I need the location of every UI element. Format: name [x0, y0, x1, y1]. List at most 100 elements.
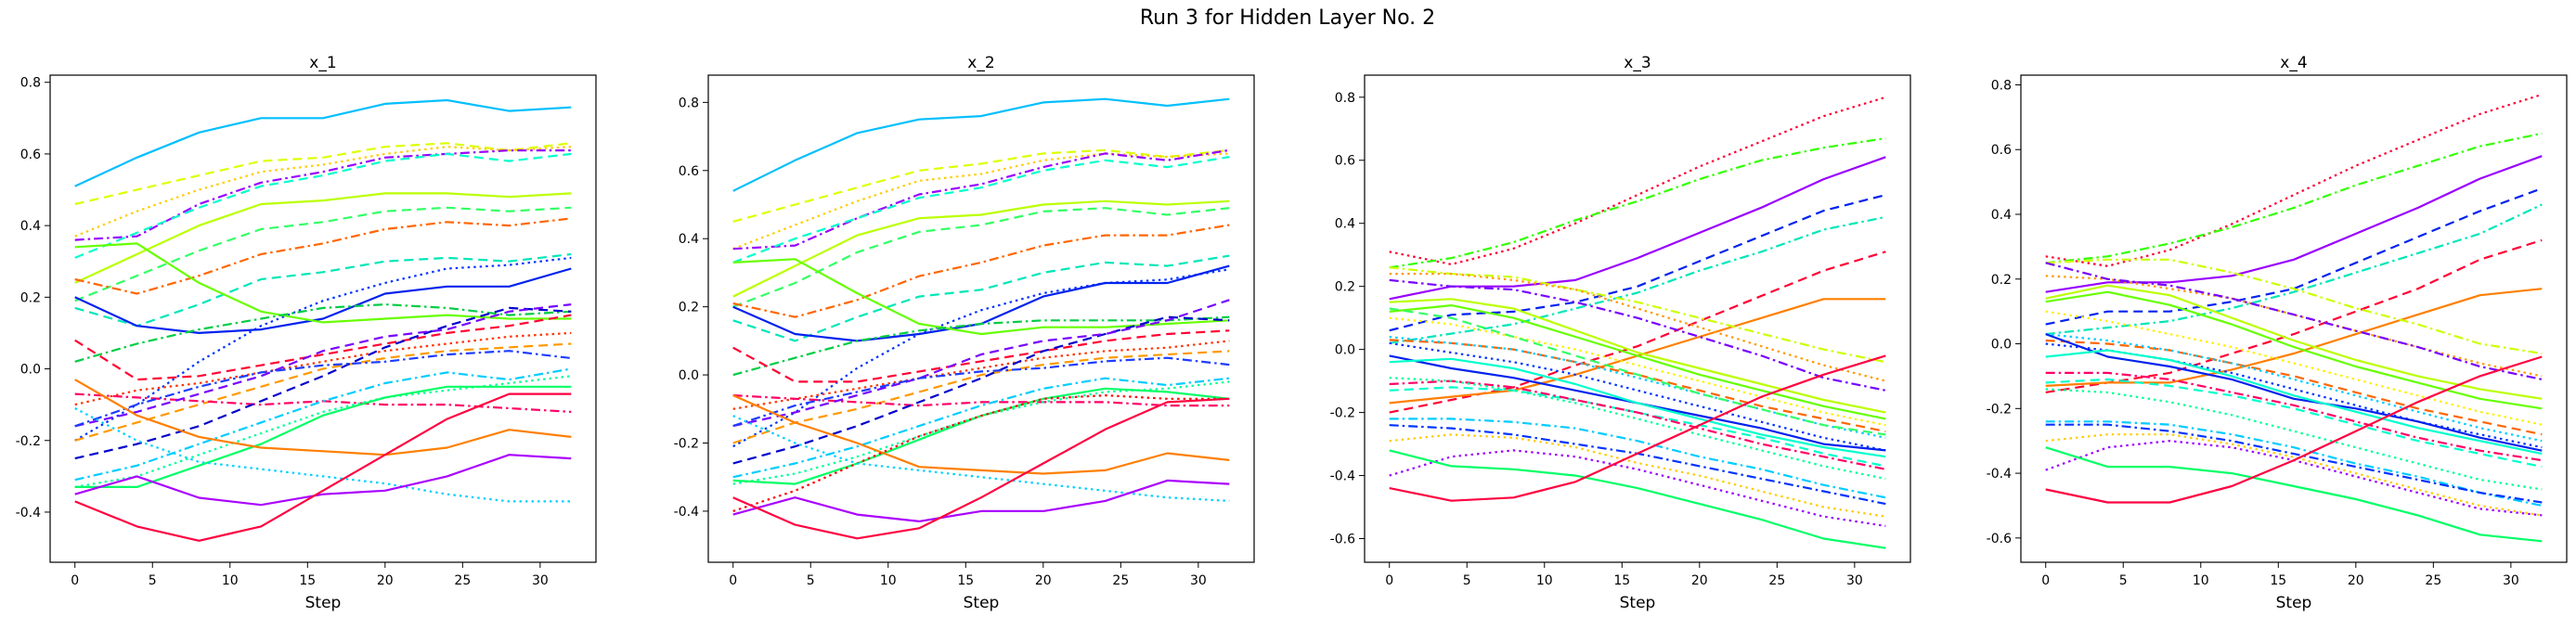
series-line-16 — [74, 342, 572, 442]
series-line-19 — [1389, 357, 1886, 458]
x-tick-label: 30 — [532, 573, 549, 588]
figure-title: Run 3 for Hidden Layer No. 2 — [1140, 6, 1435, 30]
series-line-12 — [732, 258, 1230, 336]
series-line-4 — [732, 148, 1230, 251]
subplots: 0 5 10 15 20 25 30 -0.4 -0.2 0.0 0.2 0.4 0.6 0.8 x_1 St… — [16, 54, 2568, 612]
y-tick-label: 0.0 — [1335, 343, 1355, 358]
series-line-19 — [2045, 371, 2543, 462]
y-tick-label: -0.4 — [1330, 469, 1355, 484]
x-tick-label: 10 — [880, 573, 897, 588]
x-tick-label: 0 — [2041, 573, 2050, 588]
series-line-4 — [2045, 187, 2543, 326]
y-tick-label: -0.2 — [674, 437, 699, 452]
y-tick-label: 0.8 — [679, 96, 699, 110]
y-tick-label: -0.6 — [1987, 532, 2012, 546]
series-line-24 — [74, 379, 572, 456]
series-line-7 — [2045, 288, 2543, 387]
series-line-6 — [1389, 251, 1886, 414]
series-line-9 — [732, 254, 1230, 342]
series-line-25 — [74, 407, 572, 503]
series-line-23 — [2045, 423, 2543, 504]
series-line-15 — [2045, 333, 2543, 443]
x-tick-label: 5 — [807, 573, 815, 588]
series-line-27 — [1389, 449, 1886, 549]
axes-frame — [2020, 74, 2568, 563]
series-line-26 — [74, 454, 572, 507]
series-line-11 — [74, 267, 572, 334]
series-line-27 — [732, 479, 1230, 523]
series-line-10 — [732, 268, 1230, 448]
series-line-22 — [74, 375, 572, 488]
series-line-21 — [74, 367, 572, 482]
subplot-title: x_4 — [2280, 54, 2307, 72]
series-line-20 — [2045, 378, 2543, 469]
series-line-9 — [74, 252, 572, 328]
series-line-28 — [732, 397, 1230, 540]
series-line-15 — [732, 340, 1230, 410]
x-tick-label: 15 — [2270, 573, 2286, 588]
series-line-14 — [2045, 339, 2543, 436]
series-line-8 — [74, 217, 572, 295]
series-line-23 — [74, 385, 572, 489]
y-tick-label: -0.4 — [674, 505, 699, 520]
series-line-14 — [74, 314, 572, 381]
series-line-13 — [2045, 310, 2543, 426]
y-tick-label: 0.6 — [1991, 143, 2012, 158]
y-tick-label: -0.2 — [1330, 406, 1355, 421]
x-axis-label: Step — [964, 594, 1000, 612]
series-line-7 — [74, 206, 572, 302]
y-tick-label: -0.2 — [1987, 402, 2012, 417]
y-tick-label: 0.4 — [679, 232, 699, 247]
y-tick-label: 0.2 — [679, 301, 699, 315]
series-group — [74, 98, 572, 542]
series-line-11 — [1389, 298, 1886, 414]
series-line-18 — [2045, 349, 2543, 456]
subplot-title: x_2 — [967, 54, 994, 72]
series-line-27 — [74, 392, 572, 542]
series-line-2 — [1389, 136, 1886, 269]
series-line-22 — [2045, 420, 2543, 508]
series-line-15 — [1389, 335, 1886, 439]
series-line-2 — [2045, 132, 2543, 264]
y-tick-label: 0.8 — [1335, 91, 1355, 106]
series-line-5 — [74, 152, 572, 259]
x-tick-label: 25 — [1768, 573, 1785, 588]
series-line-26 — [732, 415, 1230, 502]
series-line-10 — [1389, 278, 1886, 392]
series-line-10 — [2045, 262, 2543, 380]
series-line-18 — [74, 306, 572, 460]
x-tick-label: 20 — [1035, 573, 1052, 588]
series-line-17 — [1389, 341, 1886, 452]
y-tick-label: 0.4 — [20, 219, 41, 234]
series-group — [732, 97, 1230, 540]
axes-frame — [707, 74, 1255, 563]
series-line-16 — [732, 350, 1230, 444]
series-line-10 — [74, 256, 572, 442]
series-line-12 — [2045, 290, 2543, 410]
y-tick-label: 0.2 — [1335, 280, 1355, 295]
y-tick-label: 0.8 — [1991, 78, 2012, 93]
x-tick-label: 30 — [1190, 573, 1207, 588]
x-tick-label: 0 — [729, 573, 737, 588]
series-line-19 — [74, 303, 572, 428]
series-line-6 — [732, 199, 1230, 298]
series-line-27 — [2045, 355, 2543, 504]
x-tick-label: 0 — [1385, 573, 1393, 588]
series-line-14 — [732, 329, 1230, 383]
series-line-21 — [2045, 388, 2543, 491]
x-tick-label: 10 — [222, 573, 239, 588]
series-line-1 — [1389, 96, 1886, 265]
series-line-20 — [1389, 386, 1886, 468]
x-tick-label: 20 — [1691, 573, 1708, 588]
subplot-4: 0 5 10 15 20 25 30 -0.6 -0.4 -0.2 0.0 0.2 0.4 0.6 0.8 x… — [1987, 54, 2568, 612]
series-line-17 — [732, 394, 1230, 407]
series-line-2 — [74, 142, 572, 206]
series-line-13 — [74, 303, 572, 363]
series-line-25 — [732, 394, 1230, 512]
subplot-3: 0 5 10 15 20 25 30 -0.6 -0.4 -0.2 0.0 0.2 0.4 0.6 0.8 x… — [1330, 54, 1911, 612]
x-tick-label: 0 — [71, 573, 79, 588]
x-tick-label: 5 — [2119, 573, 2128, 588]
series-line-16 — [1389, 307, 1886, 436]
series-line-23 — [1389, 418, 1886, 499]
